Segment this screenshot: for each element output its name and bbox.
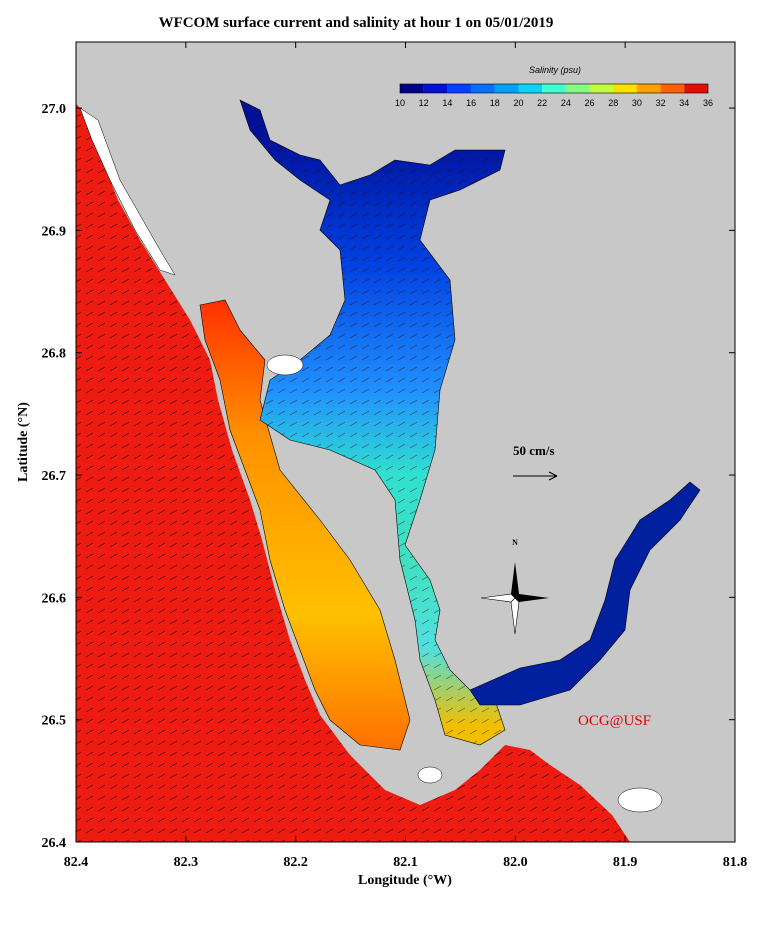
colorbar-tick-label: 14 (442, 98, 452, 108)
pine-island-sound (199, 299, 411, 751)
compass (480, 562, 549, 635)
x-tick-label: 81.8 (723, 855, 748, 870)
x-tick-label: 82.0 (503, 855, 528, 870)
x-tick-label: 82.2 (283, 855, 308, 870)
colorbar-tick-label: 12 (419, 98, 429, 108)
colorbar-frame (399, 83, 709, 94)
colorbar-segment (447, 84, 472, 93)
x-tick-label: 81.9 (613, 855, 638, 870)
y-tick-label: 26.8 (42, 347, 67, 362)
x-tick-label: 82.3 (174, 855, 199, 870)
colorbar-segment (565, 84, 590, 93)
colorbar-segment (518, 84, 543, 93)
colorbar-segment (494, 84, 519, 93)
x-axis-label: Longitude (°W) (358, 873, 452, 888)
colorbar-segment (636, 84, 661, 93)
colorbar-segment (400, 84, 424, 93)
island (266, 354, 304, 376)
y-tick-label: 27.0 (42, 102, 67, 117)
x-tick-label: 82.1 (393, 855, 418, 870)
x-tick-label: 82.4 (64, 855, 89, 870)
compass-label: N (512, 538, 518, 547)
y-axis-label: Latitude (°N) (16, 402, 31, 482)
colorbar-segment (471, 84, 495, 93)
y-tick-label: 26.5 (42, 714, 67, 729)
gulf-vectors (76, 104, 630, 842)
vector-scale-label: 50 cm/s (513, 443, 555, 458)
colorbar-tick-label: 10 (395, 98, 405, 108)
colorbar-title: Salinity (psu) (529, 65, 581, 75)
colorbar-tick-label: 18 (490, 98, 500, 108)
map-title: WFCOM surface current and salinity at ho… (159, 15, 554, 31)
colorbar-tick-label: 28 (608, 98, 618, 108)
y-tick-label: 26.7 (42, 469, 67, 484)
y-tick-label: 26.4 (42, 836, 67, 851)
island (617, 787, 663, 813)
colorbar-segment (660, 84, 685, 93)
colorbar-segment (613, 84, 637, 93)
y-tick-label: 26.9 (42, 224, 67, 239)
colorbar-segment (542, 84, 566, 93)
colorbar-tick-label: 20 (513, 98, 523, 108)
vector-scale (513, 471, 558, 481)
caloosahatchee-river (469, 481, 701, 706)
colorbar-tick-label: 32 (656, 98, 666, 108)
colorbar-tick-label: 26 (585, 98, 595, 108)
colorbar-tick-label: 30 (632, 98, 642, 108)
colorbar-tick-label: 16 (466, 98, 476, 108)
colorbar-tick-label: 36 (703, 98, 713, 108)
colorbar-segment (423, 84, 448, 93)
map-area (76, 42, 735, 842)
colorbar-segment (589, 84, 614, 93)
colorbar-tick-label: 34 (679, 98, 689, 108)
barrier-island (79, 107, 176, 276)
harbor-vectors (240, 100, 505, 745)
credit: OCG@USF (578, 713, 651, 729)
y-tick-label: 26.6 (42, 591, 67, 606)
colorbar-tick-label: 24 (561, 98, 571, 108)
colorbar-segment (684, 84, 708, 93)
island (417, 766, 443, 784)
colorbar-tick-label: 22 (537, 98, 547, 108)
